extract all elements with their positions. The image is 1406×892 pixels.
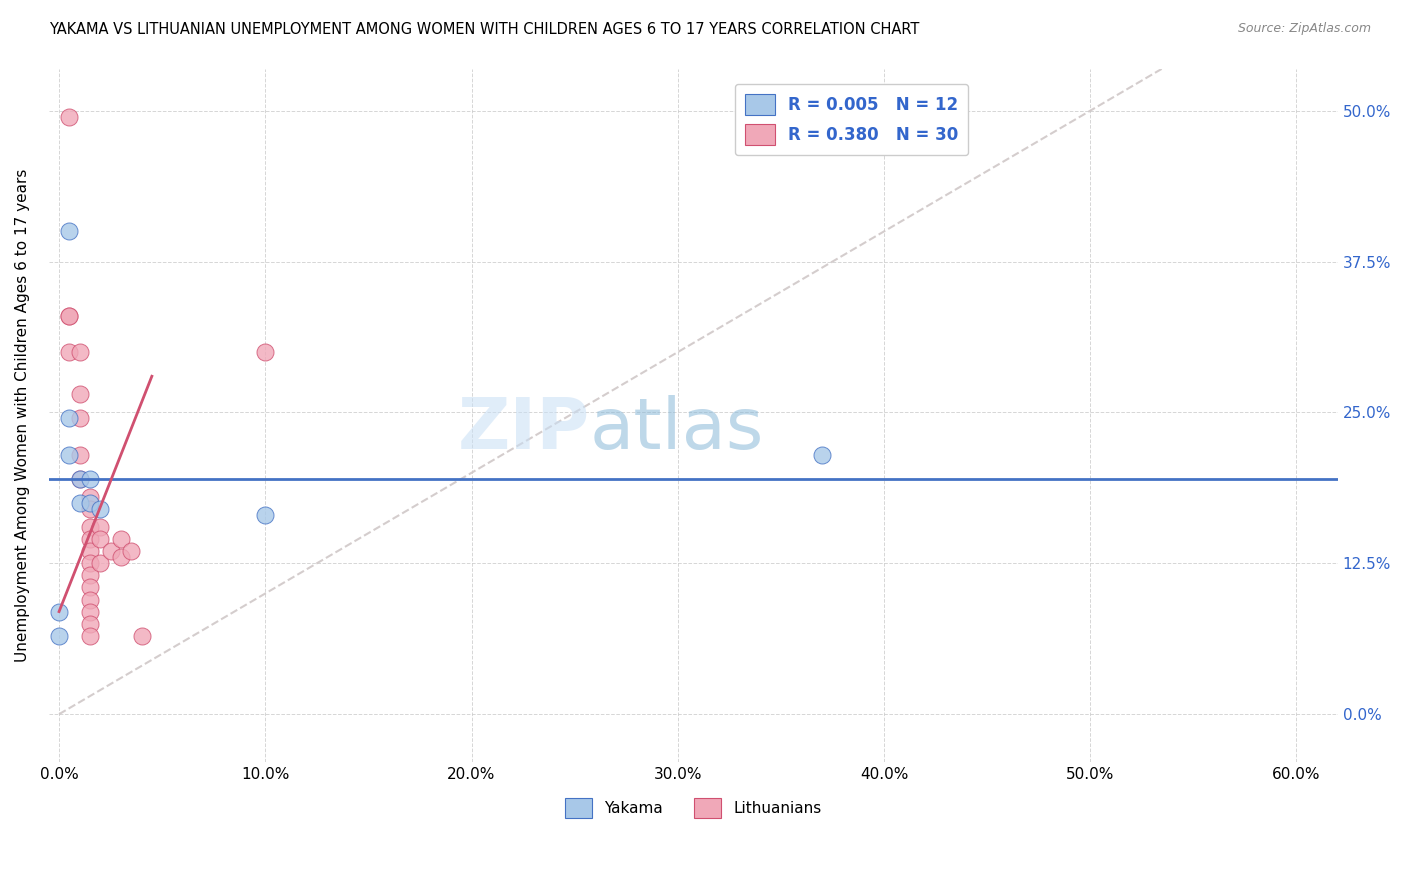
Point — [254, 345, 277, 359]
Point — [58, 411, 80, 425]
Point — [89, 520, 111, 534]
Point — [69, 387, 91, 401]
Point — [120, 544, 142, 558]
Point — [79, 496, 101, 510]
Text: ZIP: ZIP — [458, 395, 591, 464]
Point — [69, 472, 91, 486]
Point — [79, 472, 101, 486]
Point — [69, 496, 91, 510]
Point — [79, 544, 101, 558]
Point — [58, 224, 80, 238]
Point — [100, 544, 122, 558]
Text: YAKAMA VS LITHUANIAN UNEMPLOYMENT AMONG WOMEN WITH CHILDREN AGES 6 TO 17 YEARS C: YAKAMA VS LITHUANIAN UNEMPLOYMENT AMONG … — [49, 22, 920, 37]
Point — [58, 448, 80, 462]
Text: Source: ZipAtlas.com: Source: ZipAtlas.com — [1237, 22, 1371, 36]
Point — [79, 502, 101, 516]
Point — [69, 472, 91, 486]
Point — [811, 448, 834, 462]
Point — [254, 508, 277, 522]
Point — [58, 309, 80, 323]
Point — [89, 502, 111, 516]
Point — [79, 557, 101, 571]
Point — [79, 568, 101, 582]
Point — [79, 520, 101, 534]
Text: atlas: atlas — [591, 395, 765, 464]
Point — [69, 345, 91, 359]
Point — [89, 557, 111, 571]
Point — [69, 448, 91, 462]
Point — [58, 309, 80, 323]
Legend: Yakama, Lithuanians: Yakama, Lithuanians — [558, 792, 828, 824]
Point — [48, 605, 70, 619]
Point — [79, 592, 101, 607]
Point — [110, 550, 132, 565]
Point — [58, 345, 80, 359]
Point — [79, 629, 101, 643]
Point — [48, 629, 70, 643]
Point — [79, 616, 101, 631]
Point — [69, 411, 91, 425]
Point — [131, 629, 153, 643]
Point — [110, 532, 132, 546]
Point — [79, 605, 101, 619]
Point — [58, 110, 80, 124]
Point — [79, 532, 101, 546]
Point — [79, 581, 101, 595]
Point — [89, 532, 111, 546]
Point — [79, 490, 101, 504]
Y-axis label: Unemployment Among Women with Children Ages 6 to 17 years: Unemployment Among Women with Children A… — [15, 169, 30, 662]
